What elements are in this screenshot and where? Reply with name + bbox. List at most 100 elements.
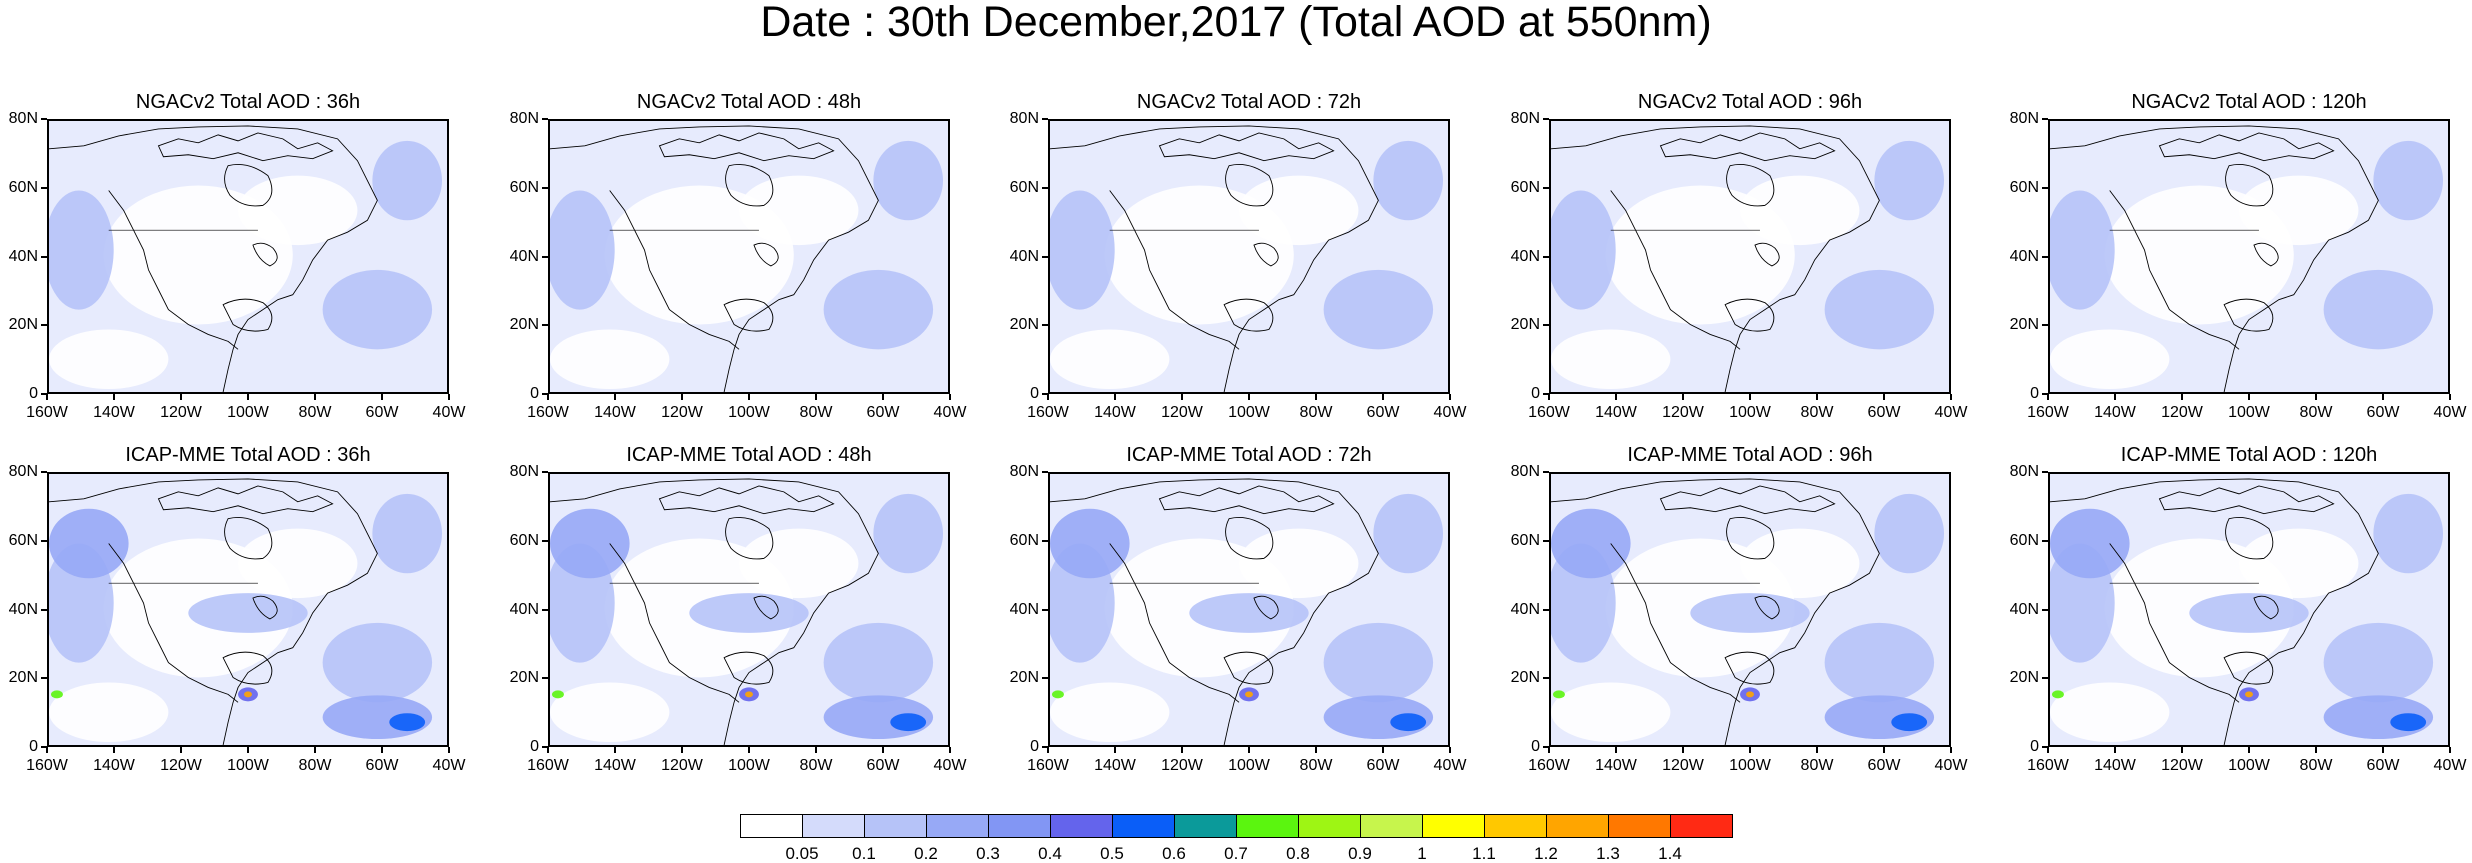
arctic-islands-outline bbox=[2158, 485, 2335, 515]
longitude-tick bbox=[113, 394, 115, 400]
pacific-aod-hotspot bbox=[1051, 690, 1064, 699]
latitude-tick bbox=[1042, 608, 1048, 611]
longitude-tick bbox=[1382, 747, 1384, 753]
latitude-tick-label: 20N bbox=[2009, 316, 2039, 334]
low-aod-area bbox=[2239, 175, 2359, 246]
latitude-tick-label: 0 bbox=[1531, 385, 1540, 402]
pacific-aod-plume bbox=[1551, 508, 1631, 579]
latitude-tick-label: 40N bbox=[1009, 600, 1039, 618]
colorbar-label: 0.3 bbox=[976, 844, 1000, 863]
panel-title: NGACv2 Total AOD : 48h bbox=[636, 91, 862, 113]
longitude-tick bbox=[1548, 394, 1550, 400]
longitude-tick-label: 140W bbox=[1094, 757, 1136, 774]
low-aod-area bbox=[49, 682, 169, 743]
low-aod-area bbox=[1740, 175, 1860, 246]
mexico-aod-peak bbox=[745, 691, 753, 698]
great-lakes-outline bbox=[252, 595, 278, 620]
longitude-tick-label: 80W bbox=[799, 404, 833, 421]
great-lakes-outline bbox=[753, 595, 779, 620]
longitude-tick bbox=[1682, 747, 1684, 753]
gulf-of-mexico-outline bbox=[2223, 298, 2274, 332]
low-aod-area bbox=[550, 329, 670, 390]
longitude-tick bbox=[448, 394, 450, 400]
continental-aod-band bbox=[689, 593, 809, 633]
longitude-tick bbox=[2382, 747, 2384, 753]
longitude-tick bbox=[2248, 394, 2250, 400]
great-lakes-outline bbox=[1754, 595, 1780, 620]
moderate-aod-area bbox=[823, 269, 934, 350]
longitude-tick-label: 140W bbox=[93, 404, 135, 421]
moderate-aod-area bbox=[1824, 269, 1935, 350]
latitude-tick bbox=[1543, 539, 1549, 542]
latitude-tick bbox=[2042, 186, 2048, 189]
latitude-tick-label: 40N bbox=[509, 247, 539, 265]
continental-aod-band bbox=[1189, 593, 1309, 633]
moderate-aod-area bbox=[1323, 269, 1434, 350]
latitude-tick-label: 60N bbox=[2009, 531, 2039, 549]
high-aod-core bbox=[1891, 713, 1928, 732]
low-aod-area bbox=[739, 528, 859, 599]
pacific-aod-plume bbox=[1050, 508, 1130, 579]
longitude-tick-label: 100W bbox=[1228, 404, 1270, 421]
latitude-tick bbox=[1042, 677, 1048, 680]
latitude-tick bbox=[1042, 539, 1048, 542]
longitude-tick bbox=[681, 747, 683, 753]
latitude-tick bbox=[1543, 118, 1549, 120]
longitude-tick bbox=[1615, 394, 1617, 400]
latitude-tick-label: 0 bbox=[29, 738, 38, 755]
east-coastline bbox=[49, 125, 378, 392]
longitude-tick bbox=[247, 747, 249, 753]
aod-field bbox=[550, 121, 948, 392]
high-aod-core bbox=[389, 713, 426, 732]
latitude-tick-label: 80N bbox=[1009, 463, 1039, 480]
longitude-tick-label: 160W bbox=[527, 404, 569, 421]
colorbar-label: 0.5 bbox=[1100, 844, 1124, 863]
longitude-tick-label: 60W bbox=[1867, 404, 1901, 421]
pacific-aod-hotspot bbox=[551, 690, 564, 699]
longitude-tick bbox=[2315, 394, 2317, 400]
aod-field bbox=[2050, 121, 2448, 392]
panel-title: ICAP-MME Total AOD : 96h bbox=[1627, 444, 1873, 466]
longitude-tick bbox=[46, 747, 48, 753]
moderate-aod-area bbox=[1323, 622, 1434, 703]
longitude-tick bbox=[314, 394, 316, 400]
longitude-tick bbox=[2248, 747, 2250, 753]
low-aod-area bbox=[1050, 682, 1170, 743]
latitude-tick bbox=[41, 324, 47, 327]
longitude-tick-label: 140W bbox=[594, 757, 636, 774]
longitude-tick bbox=[1950, 747, 1952, 753]
longitude-tick bbox=[614, 747, 616, 753]
moderate-aod-area bbox=[1874, 140, 1945, 221]
arctic-islands-outline bbox=[1659, 485, 1836, 515]
longitude-tick bbox=[46, 394, 48, 400]
colorbar-swatch bbox=[926, 814, 989, 838]
aod-map-panel bbox=[2048, 472, 2450, 747]
longitude-tick bbox=[1181, 394, 1183, 400]
longitude-tick-label: 60W bbox=[1366, 757, 1400, 774]
west-coastline bbox=[1109, 190, 1240, 350]
west-coastline bbox=[609, 543, 740, 703]
moderate-aod-area bbox=[1050, 190, 1115, 310]
west-coastline bbox=[2109, 190, 2240, 350]
low-aod-area bbox=[49, 329, 169, 390]
latitude-tick-label: 20N bbox=[1009, 316, 1039, 334]
colorbar-label: 0.2 bbox=[914, 844, 938, 863]
longitude-tick-label: 140W bbox=[93, 757, 135, 774]
longitude-tick-label: 40W bbox=[1433, 757, 1467, 774]
latitude-tick-label: 0 bbox=[2030, 385, 2039, 402]
latitude-tick bbox=[41, 118, 47, 120]
low-aod-area bbox=[2239, 528, 2359, 599]
gulf-of-mexico-outline bbox=[222, 651, 273, 685]
panel-title: ICAP-MME Total AOD : 48h bbox=[626, 444, 872, 466]
pacific-aod-plume bbox=[2050, 508, 2130, 579]
longitude-tick bbox=[1248, 394, 1250, 400]
mexico-aod-peak bbox=[1746, 691, 1754, 698]
arctic-islands-outline bbox=[1158, 132, 1335, 162]
aod-field bbox=[1551, 121, 1949, 392]
longitude-tick-label: 160W bbox=[26, 757, 68, 774]
arctic-islands-outline bbox=[658, 485, 835, 515]
longitude-tick bbox=[2181, 747, 2183, 753]
west-coastline bbox=[108, 543, 239, 703]
colorbar-label: 1.3 bbox=[1596, 844, 1620, 863]
colorbar-label: 0.7 bbox=[1224, 844, 1248, 863]
